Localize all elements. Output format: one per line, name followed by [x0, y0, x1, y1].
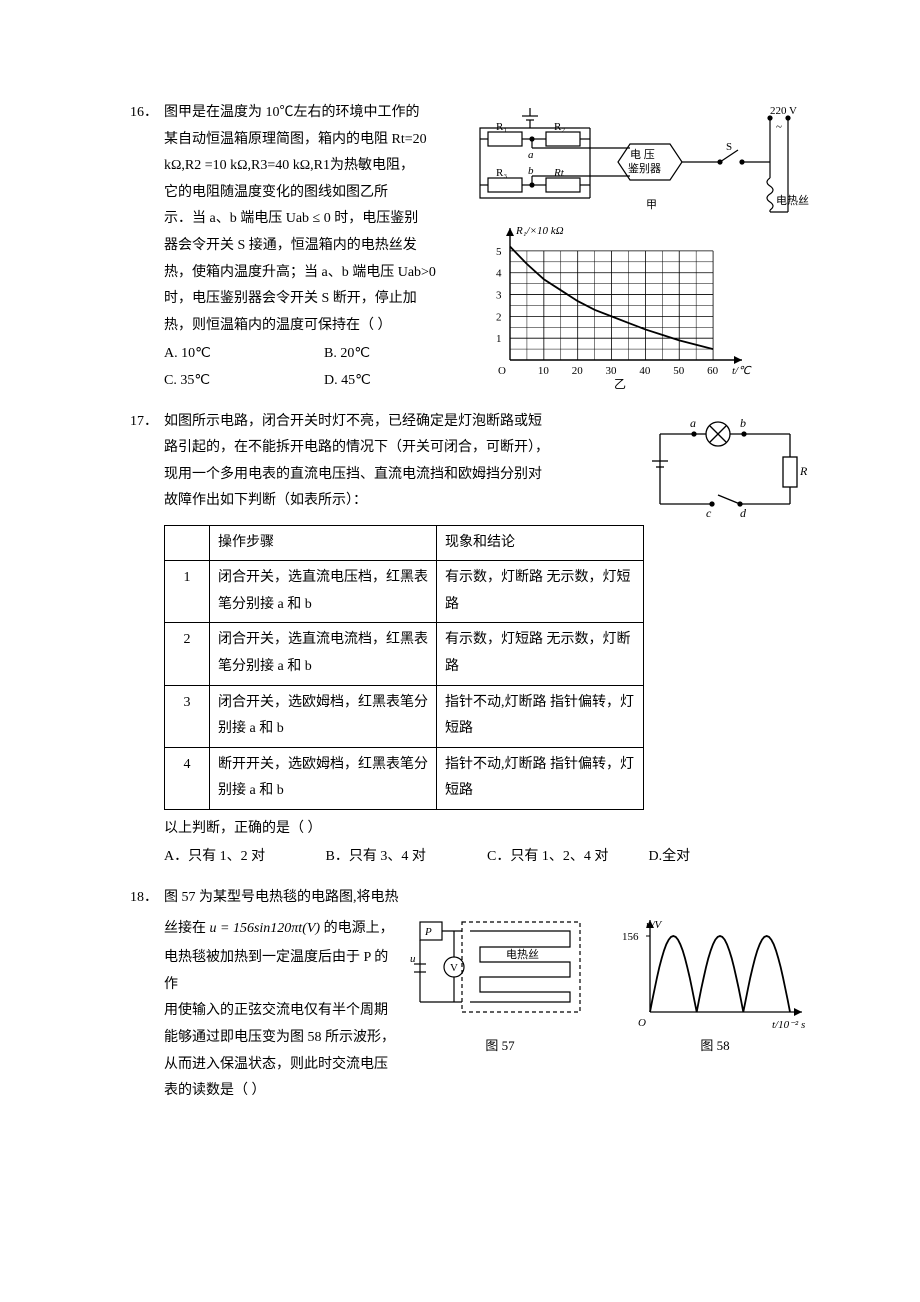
- q18-label-V: V: [450, 962, 458, 974]
- svg-text:20: 20: [572, 365, 584, 377]
- q18-fig58-cap: 图 58: [620, 1034, 810, 1059]
- q17-label-c: c: [706, 506, 712, 519]
- q17-label-R: R: [799, 464, 808, 478]
- q16-label-a: a: [528, 149, 534, 161]
- svg-text:2: 2: [496, 311, 502, 323]
- q16-opt-c: C. 35℃: [164, 368, 324, 395]
- svg-text:5: 5: [496, 246, 502, 258]
- q18-label-u: u: [410, 953, 416, 965]
- q17-th-0: [165, 525, 210, 561]
- q17-opt-b: B．只有 3、4 对: [326, 844, 488, 871]
- svg-text:t/℃: t/℃: [732, 365, 752, 377]
- q17-opt-c: C．只有 1、2、4 对: [487, 844, 649, 871]
- q17-table: 操作步骤现象和结论1闭合开关，选直流电压档，红黑表笔分别接 a 和 b有示数，灯…: [164, 525, 644, 810]
- q17-number: 17．: [130, 409, 164, 872]
- svg-text:40: 40: [639, 365, 651, 377]
- svg-text:R₁/×10 kΩ: R₁/×10 kΩ: [515, 225, 564, 237]
- q18-label-heater: 电热丝: [506, 948, 539, 961]
- q17-opt-d: D.全对: [649, 844, 811, 871]
- q18-line-6: 表的读数是（ ）: [164, 1078, 810, 1105]
- q17-th-1: 操作步骤: [210, 525, 437, 561]
- q17-circuit: a b c d R: [640, 409, 810, 519]
- svg-text:50: 50: [673, 365, 685, 377]
- q18-fig58: 156 u/V Ot/10⁻² s: [620, 912, 810, 1032]
- q17-opt-a: A．只有 1、2 对: [164, 844, 326, 871]
- table-row: 1闭合开关，选直流电压档，红黑表笔分别接 a 和 b有示数，灯断路 无示数，灯短…: [165, 561, 644, 623]
- q18-line-0a: 丝接在: [164, 921, 206, 936]
- q18-figures: P u V 电热丝 图 57 156 u/V Ot/10⁻² s 图 58: [410, 912, 810, 1059]
- q16-number: 16．: [130, 100, 164, 395]
- q16-label-220v: 220 V: [770, 105, 797, 117]
- question-18: 18． 图 57 为某型号电热毯的电路图,将电热: [130, 885, 810, 1105]
- q16-opt-d: D. 45℃: [324, 368, 484, 395]
- svg-text:1: 1: [496, 333, 502, 345]
- q18-fig57: P u V 电热丝: [410, 912, 590, 1032]
- q16-opt-a: A. 10℃: [164, 341, 324, 368]
- svg-text:u/V: u/V: [646, 919, 663, 931]
- question-16: 16．: [130, 100, 810, 395]
- q16-label-box1: 电 压: [630, 148, 655, 161]
- svg-text:O: O: [498, 365, 506, 377]
- q18-title-line: 图 57 为某型号电热毯的电路图,将电热: [164, 885, 810, 912]
- q16-graph: 10 20 30 40 50 60 1 2 3 4 5 O R₁/×10 kΩ t/℃ 乙: [470, 220, 770, 390]
- svg-text:4: 4: [496, 268, 502, 280]
- q18-fig57-cap: 图 57: [410, 1034, 590, 1059]
- table-row: 2闭合开关，选直流电流档，红黑表笔分别接 a 和 b有示数，灯短路 无示数，灯断…: [165, 623, 644, 685]
- svg-text:3: 3: [496, 290, 502, 302]
- q18-number: 18．: [130, 885, 164, 1105]
- q17-th-2: 现象和结论: [437, 525, 644, 561]
- q16-figures: R₁ R₂ R₃ Rt a b 电 压 鉴别器 S 220 V ~ 电热丝 甲: [470, 100, 810, 390]
- q16-label-R3: R₃: [496, 167, 507, 179]
- q17-after: 以上判断，正确的是（ ）: [164, 816, 810, 843]
- svg-text:60: 60: [707, 365, 719, 377]
- q16-label-tilde: ~: [776, 121, 782, 133]
- q16-cap-jia: 甲: [646, 199, 657, 211]
- q16-label-S: S: [726, 141, 732, 153]
- q18-line-0b: 的电源上，: [324, 921, 394, 936]
- svg-text:乙: 乙: [614, 377, 626, 390]
- q17-label-a: a: [690, 416, 696, 430]
- q16-label-heater: 电热丝: [776, 194, 809, 207]
- question-17: 17．: [130, 409, 810, 872]
- svg-text:10: 10: [538, 365, 550, 377]
- q16-label-Rt: Rt: [553, 167, 565, 179]
- svg-text:O: O: [638, 1017, 646, 1029]
- q18-formula: u = 156sin120πt(V): [210, 921, 321, 936]
- table-row: 4断开开关，选欧姆档，红黑表笔分别接 a 和 b指针不动,灯断路 指针偏转，灯短…: [165, 747, 644, 809]
- q16-label-b: b: [528, 165, 534, 177]
- q16-label-box2: 鉴别器: [628, 162, 661, 175]
- q16-label-R2: R₂: [554, 121, 565, 133]
- q16-circuit-diagram: R₁ R₂ R₃ Rt a b 电 压 鉴别器 S 220 V ~ 电热丝 甲: [470, 100, 810, 220]
- q17-label-b: b: [740, 416, 746, 430]
- svg-text:156: 156: [622, 931, 639, 943]
- svg-text:t/10⁻² s: t/10⁻² s: [772, 1019, 805, 1031]
- svg-text:30: 30: [606, 365, 618, 377]
- q17-label-d: d: [740, 506, 747, 519]
- table-row: 3闭合开关，选欧姆档，红黑表笔分别接 a 和 b指针不动,灯断路 指针偏转，灯短…: [165, 685, 644, 747]
- q18-label-P: P: [424, 926, 432, 938]
- q16-opt-b: B. 20℃: [324, 341, 484, 368]
- q16-label-R1: R₁: [496, 121, 507, 133]
